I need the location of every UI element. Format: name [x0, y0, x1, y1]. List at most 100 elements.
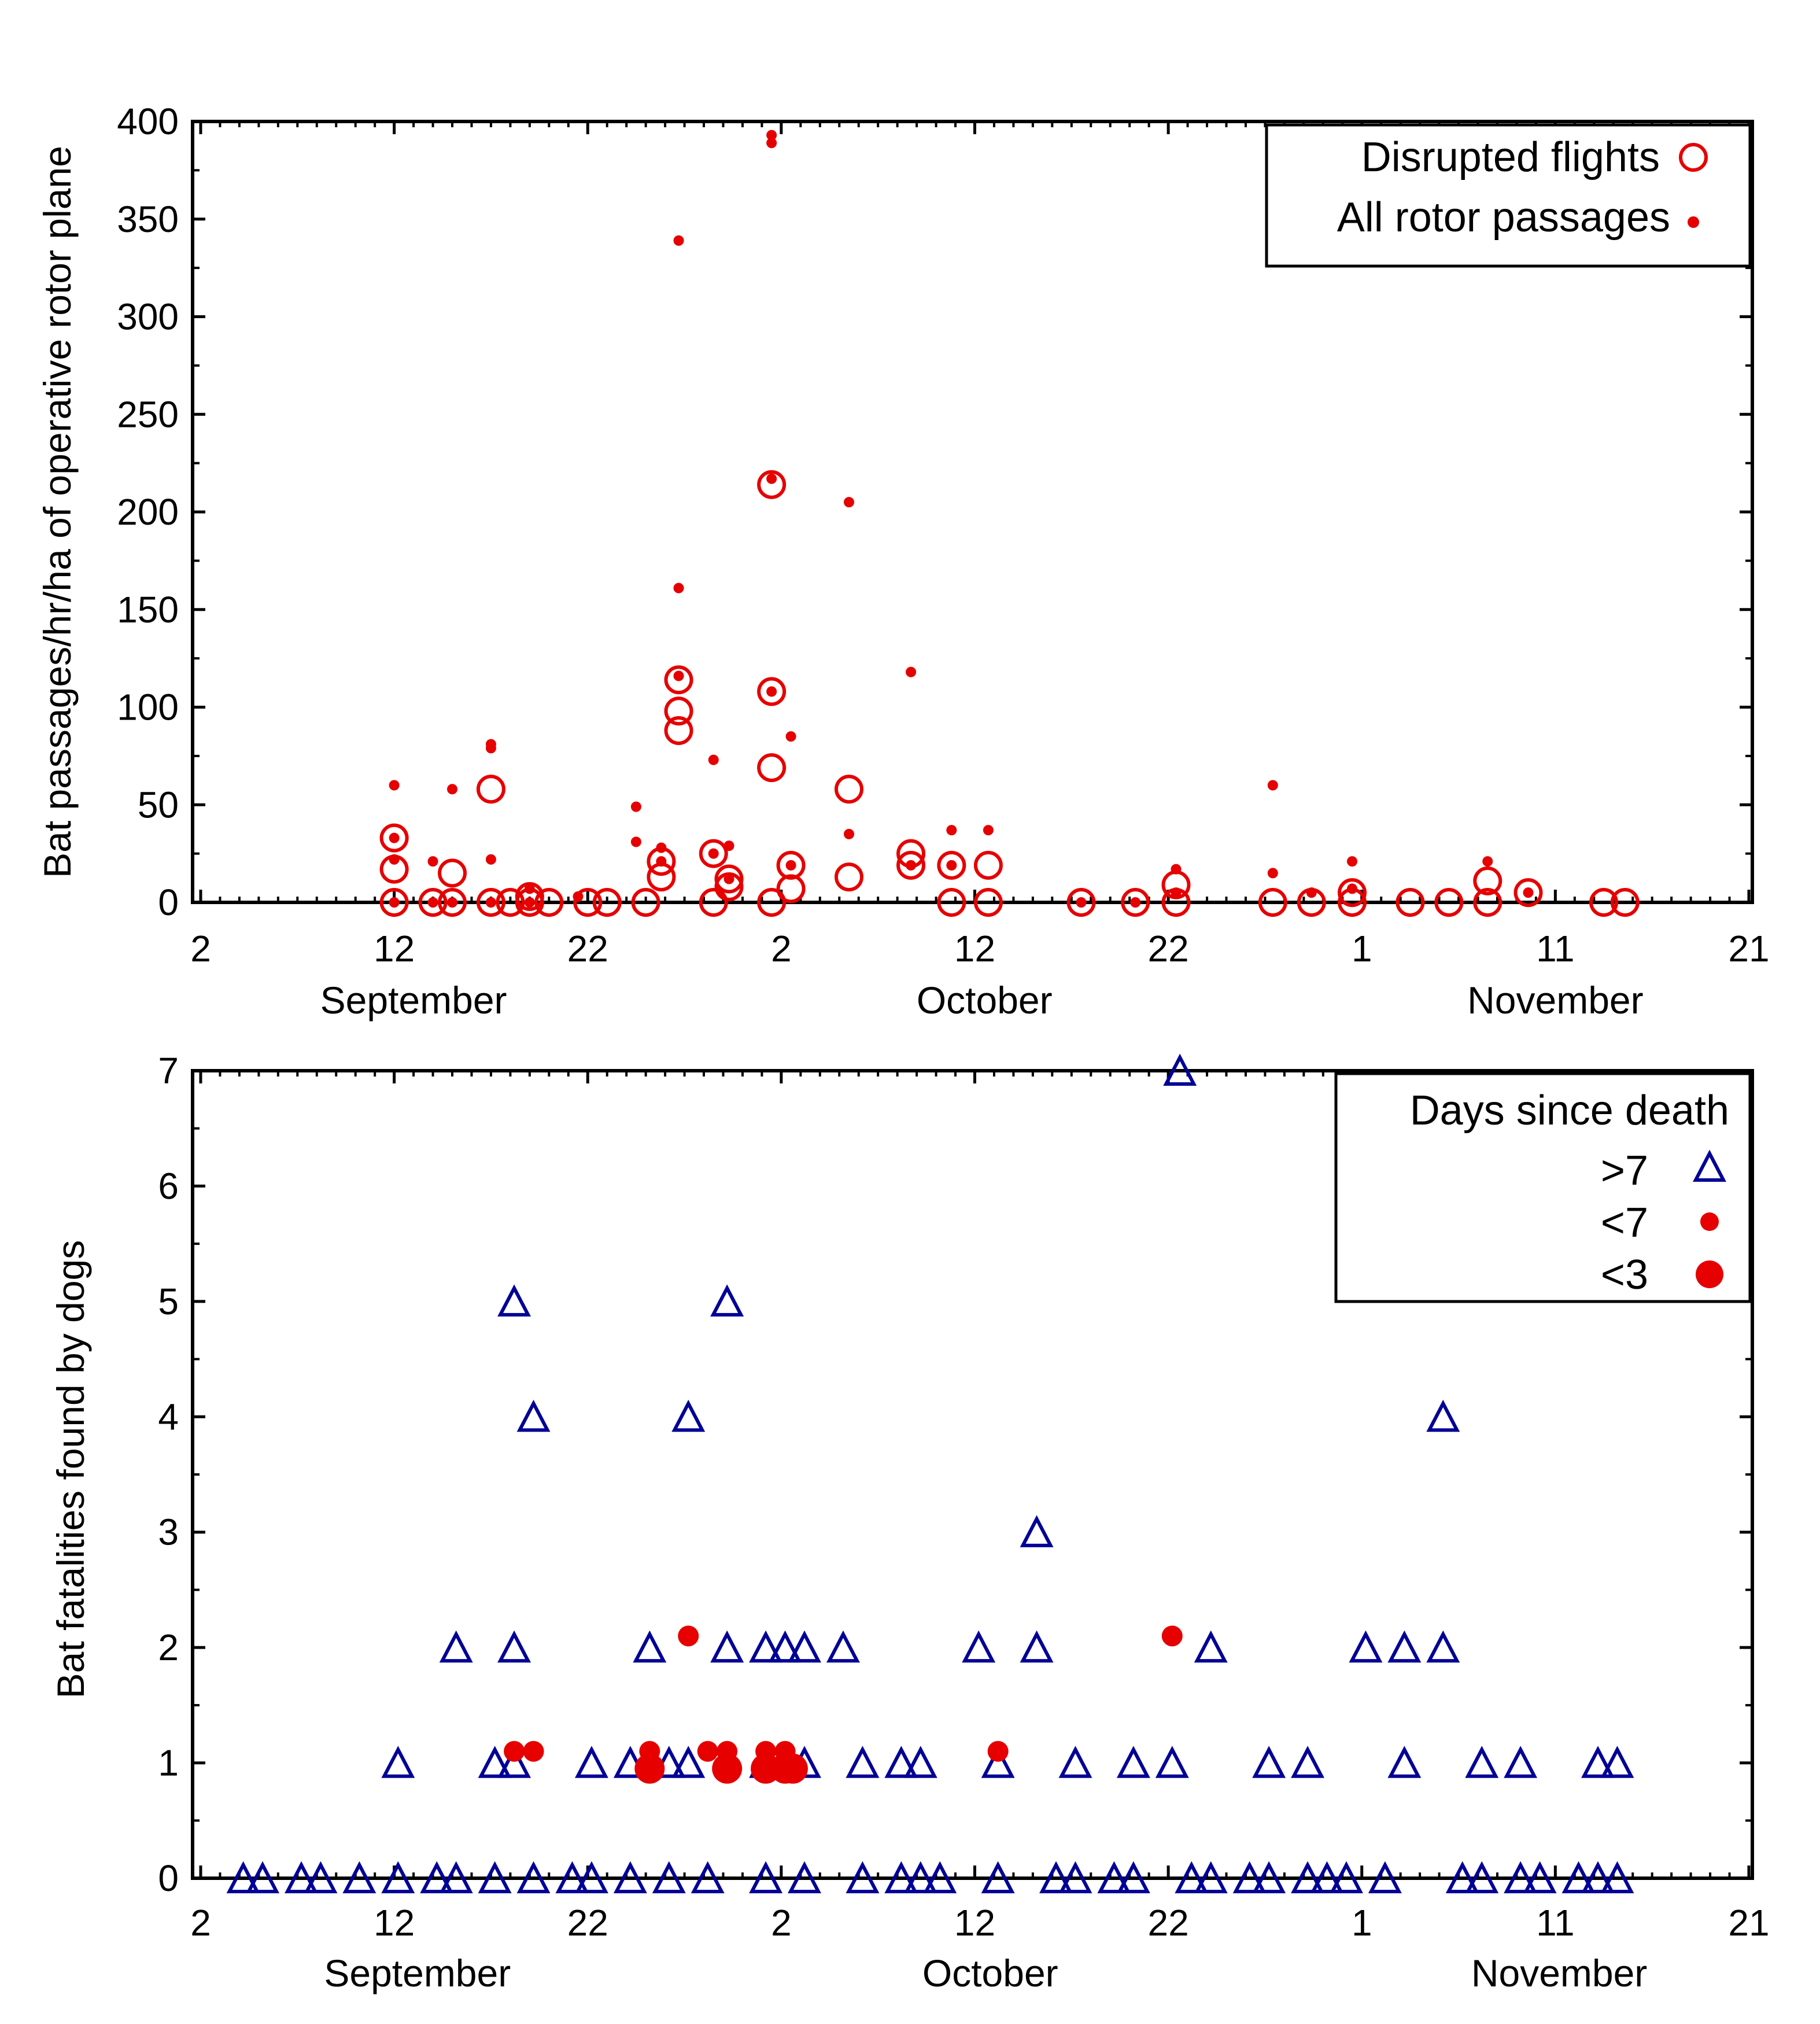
disrupted-flight-point	[664, 665, 693, 695]
fatality-gt7-point	[1445, 1861, 1479, 1893]
disrupted-flight-point	[664, 716, 693, 745]
rotor-passage-point	[673, 583, 684, 593]
y-tick-label: 1	[158, 1742, 179, 1784]
legend-label-disrupted-flights: Disrupted flights	[1361, 134, 1660, 180]
fatality-gt7-point	[1155, 1746, 1189, 1778]
disrupted-flight-point	[1473, 866, 1502, 895]
rotor-passage-point	[427, 856, 438, 867]
y-tick-label: 400	[117, 101, 179, 142]
fatality-gt7-point	[1252, 1746, 1286, 1778]
fatality-gt7-point	[1600, 1861, 1634, 1893]
fatality-lt3-point	[712, 1753, 743, 1784]
fatality-gt7-point	[342, 1861, 376, 1893]
disrupted-flight-point	[1589, 888, 1619, 917]
fatality-lt3-point	[634, 1753, 665, 1784]
legend-marker-open-circle	[1679, 143, 1708, 172]
rotor-passage-point	[766, 473, 777, 484]
fatality-gt7-point	[826, 1630, 860, 1663]
disrupted-flight-point	[573, 888, 603, 917]
fatality-gt7-point	[516, 1861, 551, 1893]
x-tick-label: 1	[1352, 1902, 1372, 1944]
rotor-passage-point	[427, 897, 438, 908]
rotor-passage-point	[1267, 780, 1278, 791]
disrupted-flight-point	[757, 888, 787, 917]
fatality-gt7-point	[1581, 1746, 1615, 1778]
x-tick-label: 1	[1352, 928, 1372, 969]
rotor-passage-point	[1347, 883, 1358, 894]
fatality-gt7-point	[1291, 1746, 1325, 1778]
y-tick-label: 3	[158, 1511, 179, 1553]
disrupted-flight-point	[757, 753, 787, 783]
rotor-passage-point	[708, 848, 719, 859]
rotor-passage-point	[785, 731, 796, 742]
disrupted-flight-point	[379, 823, 409, 853]
y-tick-label: 4	[158, 1396, 179, 1437]
month-label: October	[922, 1952, 1058, 1994]
fatality-gt7-point	[1349, 1630, 1383, 1663]
disrupted-flight-point	[699, 888, 728, 917]
disrupted-flight-point	[714, 864, 744, 894]
fatality-gt7-point	[1097, 1861, 1131, 1893]
fatality-gt7-point	[285, 1861, 318, 1893]
rotor-passage-point	[673, 670, 684, 681]
bottom-data-marks	[226, 1053, 1634, 1893]
disrupted-flight-point	[699, 839, 728, 868]
fatality-gt7-point	[710, 1284, 744, 1317]
rotor-passage-point	[723, 840, 734, 851]
fatality-gt7-point	[381, 1861, 415, 1893]
fatality-gt7-point	[420, 1861, 454, 1893]
fatality-gt7-point	[652, 1861, 686, 1893]
top-legend-box	[1265, 123, 1752, 268]
fatality-gt7-point	[516, 1399, 551, 1432]
fatality-gt7-point	[846, 1746, 880, 1778]
fatality-gt7-point	[788, 1630, 821, 1663]
bottom-y-tick-labels: 0 1 2 3 4 5 6 7	[158, 1050, 179, 1899]
fatality-gt7-point	[1116, 1861, 1150, 1893]
rotor-passage-point	[389, 854, 400, 865]
rotor-passage-point	[389, 780, 400, 791]
disrupted-flight-point	[1610, 888, 1640, 917]
rotor-passage-point	[766, 686, 777, 697]
top-month-labels: September October November	[320, 979, 1644, 1022]
fatality-gt7-point	[497, 1746, 531, 1778]
fatality-gt7-point	[1387, 1746, 1422, 1778]
x-tick-label: 21	[1728, 1902, 1769, 1944]
fatality-gt7-point	[1163, 1053, 1197, 1086]
legend-title-days-since-death: Days since death	[1410, 1087, 1729, 1134]
fatality-gt7-point	[710, 1630, 744, 1663]
fatality-gt7-point	[613, 1861, 647, 1893]
legend-marker-small-filled-circle	[1700, 1212, 1719, 1231]
disrupted-flight-point	[418, 888, 448, 917]
y-tick-label: 200	[117, 491, 179, 533]
rotor-passage-point	[656, 856, 667, 867]
fatality-lt7-point	[678, 1625, 699, 1647]
fatality-gt7-point	[1426, 1630, 1460, 1663]
top-y-tick-labels: 0 50 100 150 200 250 300 350 400	[117, 101, 179, 923]
x-tick-label: 2	[771, 928, 792, 969]
fatality-gt7-point	[1020, 1515, 1054, 1547]
fatality-gt7-point	[903, 1746, 937, 1778]
top-axis-ticks	[193, 120, 1752, 904]
disrupted-flight-point	[1338, 878, 1367, 908]
disrupted-flight-point	[438, 888, 467, 917]
rotor-passage-point	[1171, 887, 1182, 898]
disrupted-flight-point	[1473, 888, 1502, 917]
fatality-gt7-point	[497, 1284, 531, 1317]
fatality-gt7-point	[304, 1861, 338, 1893]
disrupted-flight-point	[1513, 878, 1543, 908]
x-tick-label: 2	[771, 1902, 792, 1944]
fatality-lt7-point	[523, 1741, 544, 1762]
y-tick-label: 6	[158, 1165, 179, 1207]
disrupted-flight-point	[757, 470, 787, 499]
rotor-passage-point	[1347, 856, 1358, 867]
fatality-gt7-point	[671, 1746, 706, 1778]
fatality-lt7-point	[987, 1741, 1009, 1762]
fatality-gt7-point	[1387, 1630, 1422, 1663]
rotor-passage-point	[766, 138, 777, 149]
fatality-lt7-point	[1161, 1625, 1183, 1647]
legend-label-lt7: <7	[1601, 1200, 1648, 1246]
disrupted-flight-point	[937, 850, 966, 880]
rotor-passage-point	[485, 897, 496, 908]
rotor-passage-point	[389, 832, 400, 843]
y-tick-label: 250	[117, 393, 179, 435]
